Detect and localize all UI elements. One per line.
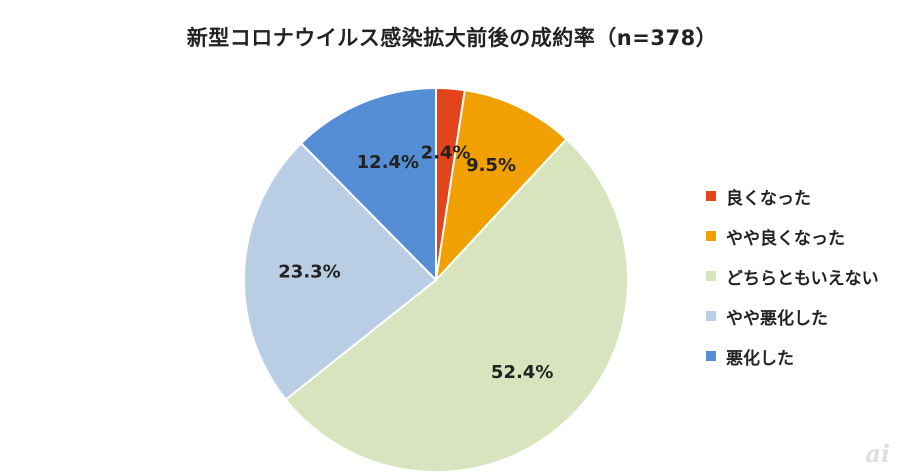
legend-swatch: [706, 191, 716, 201]
pie-slice-3: [284, 137, 629, 474]
data-label-2: 9.5%: [466, 155, 516, 176]
pie-slice-4: [243, 141, 438, 401]
pie-slice-5: [299, 86, 437, 283]
data-label-4: 23.3%: [278, 261, 340, 282]
legend-label: やや悪化した: [726, 308, 828, 329]
data-label-3: 52.4%: [491, 362, 553, 383]
pie-slice-2: [434, 89, 568, 284]
legend-item-5: 悪化した: [706, 336, 879, 376]
legend-swatch: [706, 271, 716, 281]
chart-title: 新型コロナウイルス感染拡大前後の成約率（n=378）: [186, 26, 718, 50]
legend-swatch: [706, 351, 716, 361]
legend-swatch: [706, 311, 716, 321]
data-label-5: 12.4%: [357, 152, 419, 173]
legend-item-4: やや悪化した: [706, 296, 879, 336]
watermark-logo: ai: [865, 439, 890, 468]
legend-item-2: やや良くなった: [706, 216, 879, 256]
legend-label: どちらともいえない: [726, 268, 879, 289]
legend-item-1: 良くなった: [706, 176, 879, 216]
legend-label: 悪化した: [726, 348, 794, 369]
data-label-1: 2.4%: [421, 143, 471, 164]
legend-swatch: [706, 231, 716, 241]
legend: 良くなったやや良くなったどちらともいえない やや悪化した 悪化した: [706, 176, 879, 376]
legend-label: 良くなった: [726, 188, 811, 209]
legend-label: やや良くなった: [726, 228, 845, 249]
legend-item-3: どちらともいえない: [706, 256, 879, 296]
